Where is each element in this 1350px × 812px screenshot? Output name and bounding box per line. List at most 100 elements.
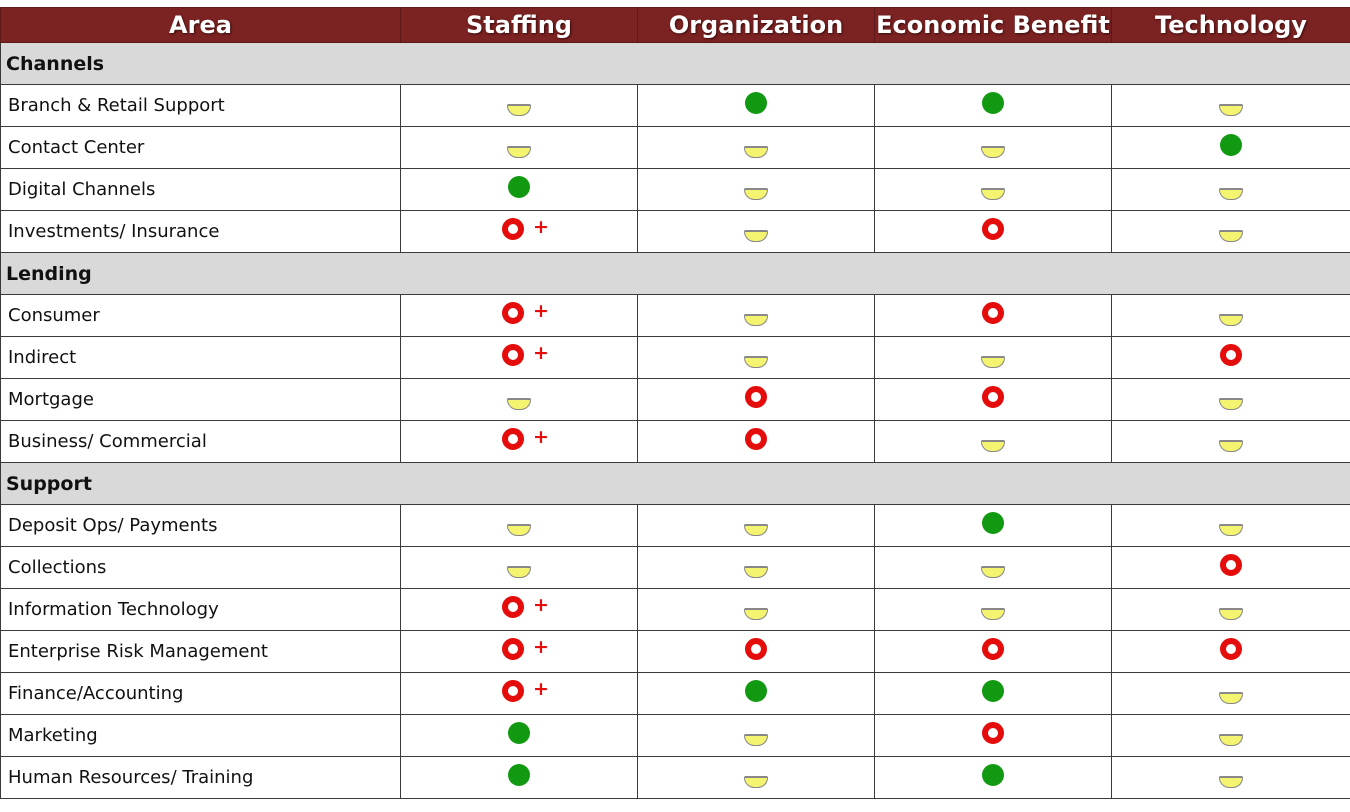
- row-label: Investments/ Insurance: [0, 210, 401, 253]
- green-dot-icon: [982, 512, 1004, 534]
- header-organization: Organization: [637, 7, 875, 43]
- assessment-table: Area Staffing Organization Economic Bene…: [0, 7, 1350, 799]
- cell-technology: [1111, 126, 1350, 169]
- row-label: Business/ Commercial: [0, 420, 401, 463]
- green-dot-icon: [982, 764, 1004, 786]
- section-title: Lending: [0, 252, 1350, 295]
- cell-technology: [1111, 630, 1350, 673]
- cell-organization: [637, 672, 875, 715]
- cell-staffing: [400, 546, 638, 589]
- table-row: Indirect: [0, 336, 1350, 379]
- cell-economic-benefit: [874, 420, 1112, 463]
- row-label: Human Resources/ Training: [0, 756, 401, 799]
- cell-organization: [637, 630, 875, 673]
- header-area: Area: [0, 7, 401, 43]
- yellow-half-circle-icon: [1219, 608, 1243, 620]
- cell-staffing: [400, 588, 638, 631]
- red-ring-icon: [982, 386, 1004, 408]
- green-dot-icon: [745, 680, 767, 702]
- row-label: Finance/Accounting: [0, 672, 401, 715]
- red-ring-plus-icon: [502, 426, 549, 450]
- green-dot-icon: [982, 92, 1004, 114]
- red-ring-plus-icon: [502, 216, 549, 240]
- yellow-half-circle-icon: [981, 440, 1005, 452]
- yellow-half-circle-icon: [1219, 524, 1243, 536]
- row-label: Contact Center: [0, 126, 401, 169]
- yellow-half-circle-icon: [507, 566, 531, 578]
- yellow-half-circle-icon: [1219, 440, 1243, 452]
- header-technology: Technology: [1111, 7, 1350, 43]
- red-ring-plus-icon: [502, 342, 549, 366]
- table-row: Marketing: [0, 714, 1350, 757]
- row-label: Indirect: [0, 336, 401, 379]
- yellow-half-circle-icon: [744, 230, 768, 242]
- yellow-half-circle-icon: [1219, 314, 1243, 326]
- cell-economic-benefit: [874, 336, 1112, 379]
- red-ring-plus-icon: [502, 594, 549, 618]
- row-label: Consumer: [0, 294, 401, 337]
- row-label: Collections: [0, 546, 401, 589]
- cell-staffing: [400, 294, 638, 337]
- yellow-half-circle-icon: [744, 356, 768, 368]
- cell-technology: [1111, 378, 1350, 421]
- cell-technology: [1111, 546, 1350, 589]
- cell-economic-benefit: [874, 504, 1112, 547]
- section-row: Channels: [0, 42, 1350, 85]
- yellow-half-circle-icon: [507, 524, 531, 536]
- green-dot-icon: [508, 176, 530, 198]
- yellow-half-circle-icon: [744, 566, 768, 578]
- red-ring-icon: [745, 428, 767, 450]
- cell-economic-benefit: [874, 588, 1112, 631]
- red-ring-plus-icon: [502, 300, 549, 324]
- cell-economic-benefit: [874, 210, 1112, 253]
- cell-organization: [637, 378, 875, 421]
- yellow-half-circle-icon: [1219, 734, 1243, 746]
- cell-organization: [637, 504, 875, 547]
- table-row: Deposit Ops/ Payments: [0, 504, 1350, 547]
- section-title: Channels: [0, 42, 1350, 85]
- green-dot-icon: [508, 722, 530, 744]
- cell-staffing: [400, 336, 638, 379]
- cell-economic-benefit: [874, 168, 1112, 211]
- red-ring-icon: [1220, 638, 1242, 660]
- section-row: Lending: [0, 252, 1350, 295]
- cell-staffing: [400, 630, 638, 673]
- table-row: Mortgage: [0, 378, 1350, 421]
- yellow-half-circle-icon: [744, 314, 768, 326]
- cell-economic-benefit: [874, 378, 1112, 421]
- cell-technology: [1111, 336, 1350, 379]
- cell-technology: [1111, 84, 1350, 127]
- header-row: Area Staffing Organization Economic Bene…: [0, 7, 1350, 43]
- cell-staffing: [400, 210, 638, 253]
- yellow-half-circle-icon: [744, 524, 768, 536]
- red-ring-plus-icon: [502, 678, 549, 702]
- green-dot-icon: [745, 92, 767, 114]
- green-dot-icon: [982, 680, 1004, 702]
- header-economic-benefit: Economic Benefit: [874, 7, 1112, 43]
- yellow-half-circle-icon: [507, 104, 531, 116]
- cell-economic-benefit: [874, 756, 1112, 799]
- red-ring-icon: [982, 302, 1004, 324]
- cell-technology: [1111, 294, 1350, 337]
- yellow-half-circle-icon: [981, 188, 1005, 200]
- cell-staffing: [400, 84, 638, 127]
- table-header: Area Staffing Organization Economic Bene…: [0, 7, 1350, 43]
- yellow-half-circle-icon: [744, 608, 768, 620]
- green-dot-icon: [1220, 134, 1242, 156]
- cell-technology: [1111, 168, 1350, 211]
- row-label: Marketing: [0, 714, 401, 757]
- table-row: Branch & Retail Support: [0, 84, 1350, 127]
- cell-economic-benefit: [874, 294, 1112, 337]
- cell-staffing: [400, 504, 638, 547]
- yellow-half-circle-icon: [1219, 692, 1243, 704]
- cell-economic-benefit: [874, 672, 1112, 715]
- cell-economic-benefit: [874, 126, 1112, 169]
- cell-staffing: [400, 126, 638, 169]
- row-label: Mortgage: [0, 378, 401, 421]
- table-row: Finance/Accounting: [0, 672, 1350, 715]
- red-ring-icon: [1220, 344, 1242, 366]
- cell-technology: [1111, 420, 1350, 463]
- cell-organization: [637, 126, 875, 169]
- yellow-half-circle-icon: [1219, 188, 1243, 200]
- cell-organization: [637, 336, 875, 379]
